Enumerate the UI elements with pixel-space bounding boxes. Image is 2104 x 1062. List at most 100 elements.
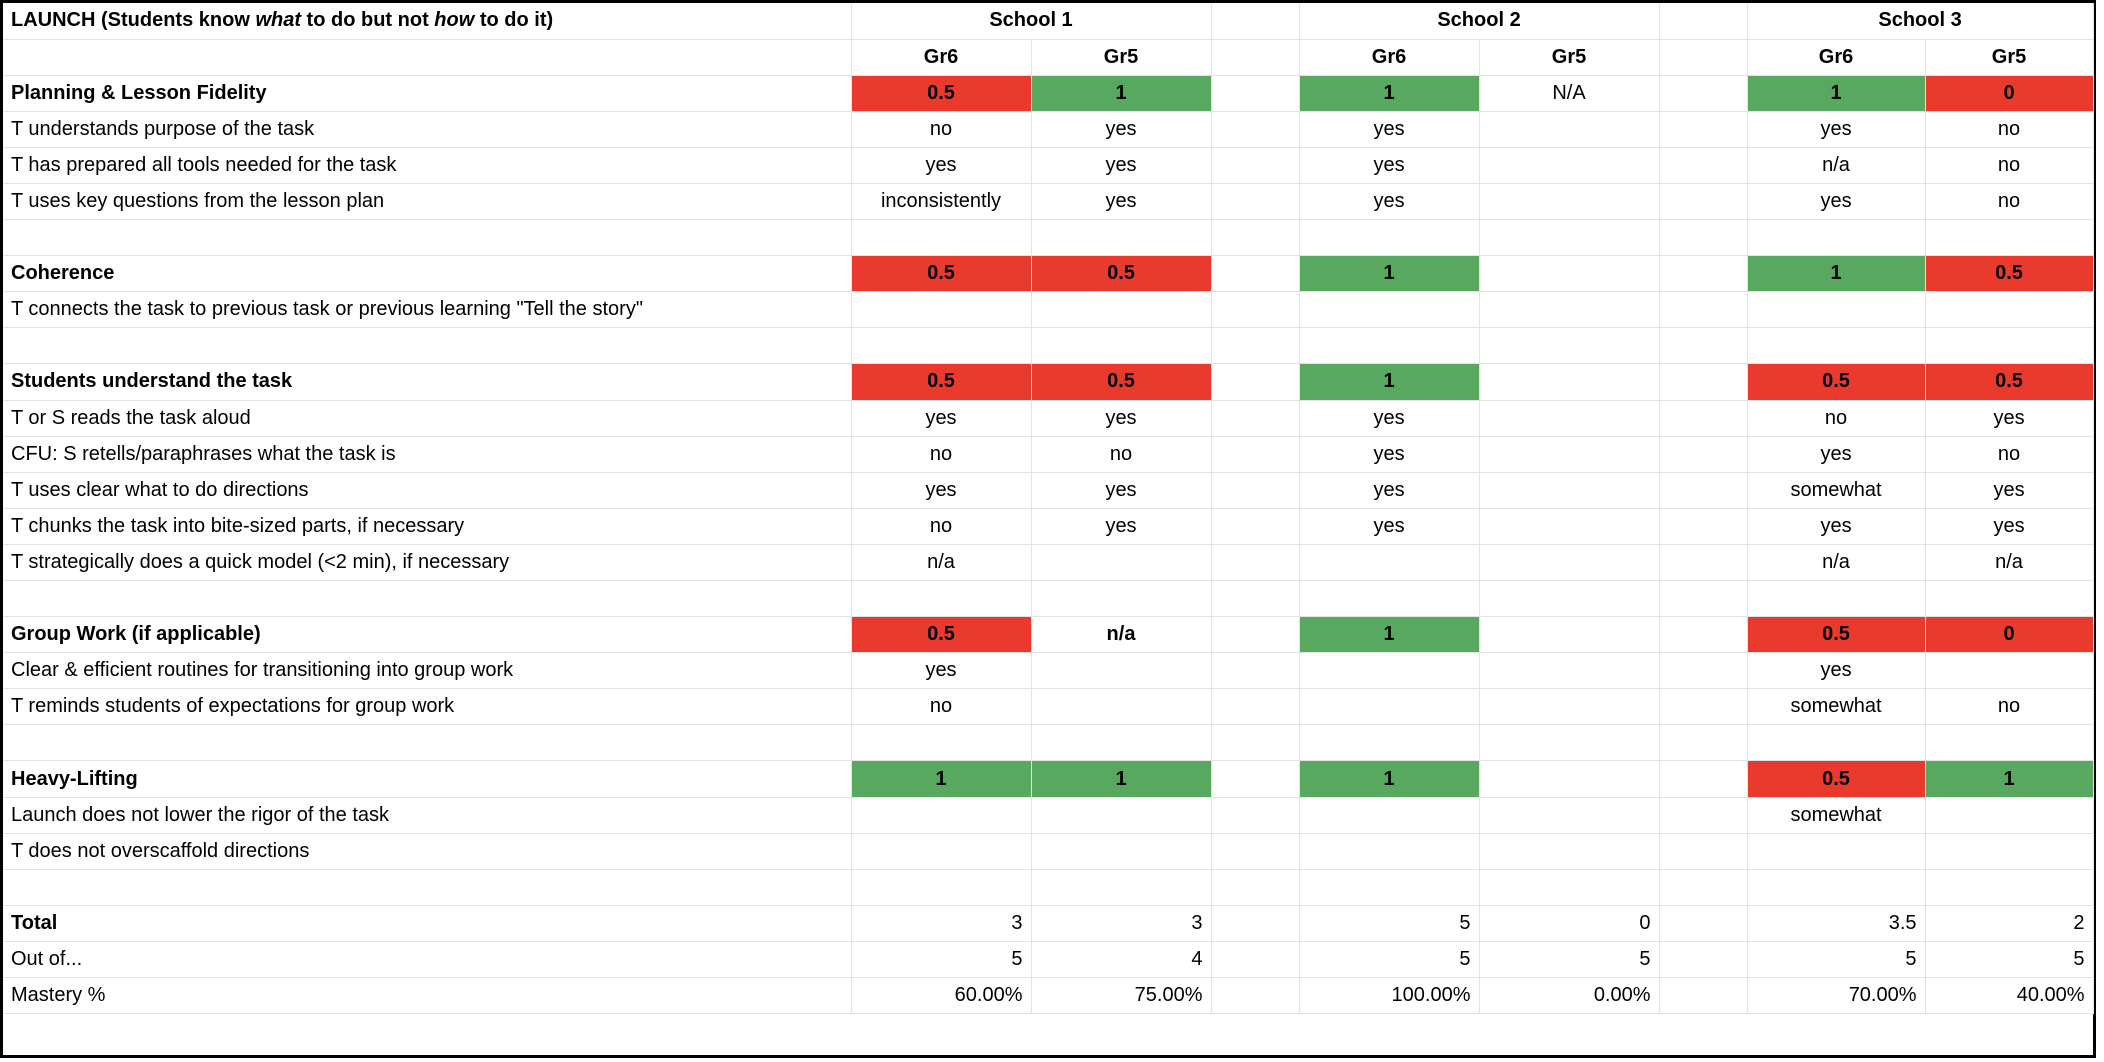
- score-cell[interactable]: 0.5: [1925, 255, 2094, 293]
- score-cell[interactable]: 0.5: [851, 616, 1032, 654]
- spacer-cell[interactable]: [1211, 580, 1300, 618]
- spacer-cell[interactable]: [1659, 544, 1748, 582]
- spacer-cell[interactable]: [1211, 75, 1300, 112]
- value-cell[interactable]: [851, 291, 1032, 329]
- value-cell[interactable]: yes: [1031, 472, 1212, 509]
- value-cell[interactable]: [1031, 544, 1212, 582]
- section-label[interactable]: Coherence: [3, 255, 852, 293]
- score-cell[interactable]: 0: [1925, 75, 2094, 112]
- value-cell[interactable]: yes: [1925, 400, 2094, 437]
- spacer-cell[interactable]: [1211, 977, 1300, 1015]
- school-1-header[interactable]: School 1: [851, 3, 1212, 40]
- spacer-cell[interactable]: [1211, 652, 1300, 690]
- value-cell[interactable]: 3: [851, 905, 1032, 942]
- section-label[interactable]: Heavy-Lifting: [3, 760, 852, 798]
- spacer-cell[interactable]: [1211, 183, 1300, 221]
- spacer-cell[interactable]: [1211, 472, 1300, 509]
- value-cell[interactable]: 0.00%: [1479, 977, 1660, 1015]
- value-cell[interactable]: yes: [1747, 652, 1926, 690]
- value-cell[interactable]: [1479, 327, 1660, 365]
- grade-header[interactable]: Gr5: [1031, 39, 1212, 76]
- spacer-cell[interactable]: [1659, 363, 1748, 401]
- sheet-title[interactable]: LAUNCH (Students know what to do but not…: [3, 3, 852, 40]
- spacer-cell[interactable]: [1211, 363, 1300, 401]
- value-cell[interactable]: [1479, 508, 1660, 545]
- school-2-header[interactable]: School 2: [1299, 3, 1660, 40]
- value-cell[interactable]: [1299, 869, 1480, 906]
- score-cell[interactable]: 1: [851, 760, 1032, 798]
- value-cell[interactable]: no: [851, 436, 1032, 473]
- spacer-cell[interactable]: [1659, 39, 1748, 76]
- score-cell[interactable]: 1: [1747, 255, 1926, 293]
- criterion-label[interactable]: [3, 869, 852, 906]
- value-cell[interactable]: 3.5: [1747, 905, 1926, 942]
- value-cell[interactable]: yes: [1299, 472, 1480, 509]
- value-cell[interactable]: 5: [1479, 941, 1660, 979]
- spacer-cell[interactable]: [1659, 652, 1748, 690]
- spacer-cell[interactable]: [1211, 255, 1300, 293]
- value-cell[interactable]: [1299, 652, 1480, 690]
- spacer-cell[interactable]: [1659, 833, 1748, 870]
- value-cell[interactable]: n/a: [1925, 544, 2094, 582]
- spacer-cell[interactable]: [1211, 291, 1300, 329]
- value-cell[interactable]: 100.00%: [1299, 977, 1480, 1015]
- value-cell[interactable]: inconsistently: [851, 183, 1032, 221]
- value-cell[interactable]: [1479, 111, 1660, 148]
- score-cell[interactable]: 0.5: [1031, 363, 1212, 401]
- value-cell[interactable]: yes: [1299, 508, 1480, 545]
- value-cell[interactable]: [1747, 833, 1926, 870]
- value-cell[interactable]: [1479, 255, 1660, 293]
- value-cell[interactable]: no: [1925, 436, 2094, 473]
- spacer-cell[interactable]: [1211, 544, 1300, 582]
- spacer-cell[interactable]: [1659, 580, 1748, 618]
- value-cell[interactable]: no: [851, 508, 1032, 545]
- score-cell[interactable]: 0.5: [1747, 616, 1926, 654]
- value-cell[interactable]: [1925, 797, 2094, 834]
- criterion-label[interactable]: T connects the task to previous task or …: [3, 291, 852, 329]
- value-cell[interactable]: [1925, 652, 2094, 690]
- value-cell[interactable]: 0: [1479, 905, 1660, 942]
- criterion-label[interactable]: T strategically does a quick model (<2 m…: [3, 544, 852, 582]
- value-cell[interactable]: [1925, 327, 2094, 365]
- criterion-label[interactable]: [3, 219, 852, 257]
- criterion-label[interactable]: CFU: S retells/paraphrases what the task…: [3, 436, 852, 473]
- value-cell[interactable]: yes: [1299, 183, 1480, 221]
- spacer-cell[interactable]: [1211, 724, 1300, 762]
- criterion-label[interactable]: Launch does not lower the rigor of the t…: [3, 797, 852, 834]
- score-cell[interactable]: 1: [1299, 363, 1480, 401]
- value-cell[interactable]: [851, 219, 1032, 257]
- value-cell[interactable]: yes: [851, 147, 1032, 184]
- value-cell[interactable]: [1479, 724, 1660, 762]
- value-cell[interactable]: [1031, 724, 1212, 762]
- value-cell[interactable]: yes: [1925, 508, 2094, 545]
- criterion-label[interactable]: T uses key questions from the lesson pla…: [3, 183, 852, 221]
- value-cell[interactable]: 5: [1299, 941, 1480, 979]
- value-cell[interactable]: [1299, 724, 1480, 762]
- spacer-cell[interactable]: [1211, 616, 1300, 654]
- score-cell[interactable]: 0.5: [1747, 363, 1926, 401]
- value-cell[interactable]: [1747, 869, 1926, 906]
- value-cell[interactable]: [1925, 833, 2094, 870]
- spacer-cell[interactable]: [1211, 797, 1300, 834]
- value-cell[interactable]: no: [1925, 183, 2094, 221]
- criterion-label[interactable]: T reminds students of expectations for g…: [3, 688, 852, 726]
- criterion-label[interactable]: T understands purpose of the task: [3, 111, 852, 148]
- criterion-label[interactable]: Out of...: [3, 941, 852, 979]
- value-cell[interactable]: [1299, 219, 1480, 257]
- value-cell[interactable]: [1031, 219, 1212, 257]
- spacer-cell[interactable]: [1659, 436, 1748, 473]
- value-cell[interactable]: somewhat: [1747, 797, 1926, 834]
- value-cell[interactable]: [851, 797, 1032, 834]
- value-cell[interactable]: 5: [1925, 941, 2094, 979]
- value-cell[interactable]: yes: [851, 652, 1032, 690]
- value-cell[interactable]: [1479, 147, 1660, 184]
- value-cell[interactable]: 75.00%: [1031, 977, 1212, 1015]
- spacer-cell[interactable]: [1659, 219, 1748, 257]
- criterion-label[interactable]: T has prepared all tools needed for the …: [3, 147, 852, 184]
- spacer-cell[interactable]: [1659, 869, 1748, 906]
- spacer-cell[interactable]: [1211, 39, 1300, 76]
- spacer-cell[interactable]: [1659, 797, 1748, 834]
- spacer-cell[interactable]: [1659, 760, 1748, 798]
- value-cell[interactable]: yes: [1299, 436, 1480, 473]
- section-label[interactable]: Planning & Lesson Fidelity: [3, 75, 852, 112]
